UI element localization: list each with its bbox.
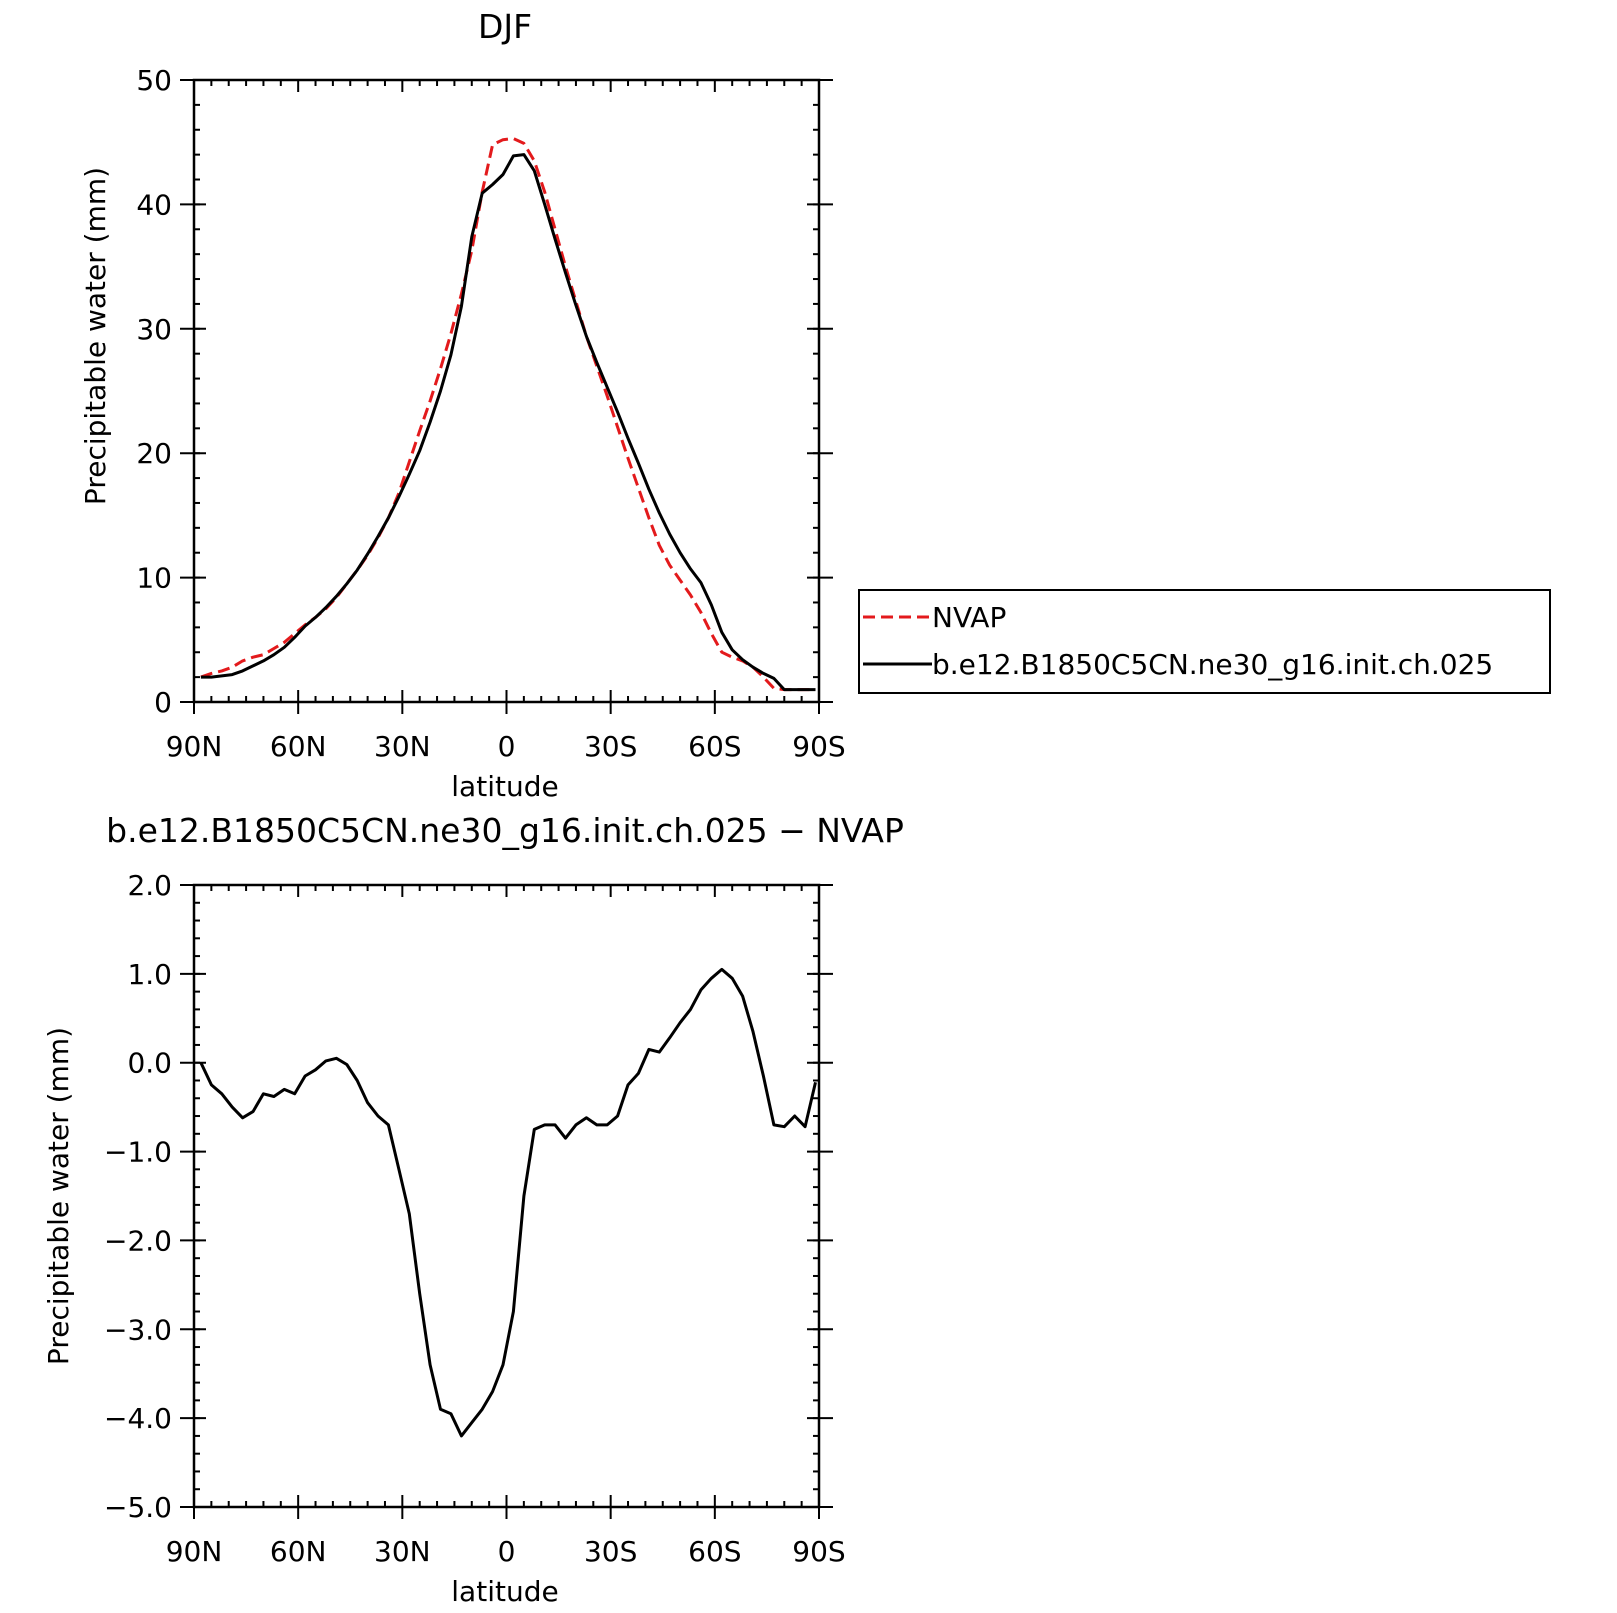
x-tick-label: 30N bbox=[374, 1535, 431, 1568]
bottom-x-axis-label: latitude bbox=[451, 1575, 558, 1608]
y-tick-label: 40 bbox=[136, 188, 172, 221]
x-tick-label: 0 bbox=[498, 1535, 516, 1568]
bottom-plot-frame bbox=[192, 883, 821, 1509]
y-tick-label: 20 bbox=[136, 437, 172, 470]
x-tick-label: 30S bbox=[584, 1535, 637, 1568]
y-tick-label: −5.0 bbox=[104, 1491, 172, 1524]
x-tick-label: 60N bbox=[270, 1535, 327, 1568]
y-tick-label: −3.0 bbox=[104, 1313, 172, 1346]
x-tick-label: 30N bbox=[374, 730, 431, 763]
series-line-difference bbox=[199, 967, 817, 1438]
bottom-panel: b.e12.B1850C5CN.ne30_g16.init.ch.025 − N… bbox=[42, 811, 904, 1608]
legend-box bbox=[858, 589, 1551, 694]
x-tick-label: 90S bbox=[792, 730, 845, 763]
y-tick-label: 0.0 bbox=[127, 1047, 172, 1080]
bottom-series-lines bbox=[199, 967, 817, 1438]
series-line-b-e12-b1850c5cn-ne30-g16-init-ch-025 bbox=[200, 153, 816, 692]
x-tick-label: 30S bbox=[584, 730, 637, 763]
x-tick-label: 60S bbox=[688, 1535, 741, 1568]
top-panel: DJF 90N 60N 30N 0 30S 60S 90S 0 10 20 30 40 50 lati… bbox=[79, 7, 846, 803]
legend: NVAP b.e12.B1850C5CN.ne30_g16.init.ch.02… bbox=[858, 589, 1551, 694]
bottom-x-axis: 90N 60N 30N 0 30S 60S 90S bbox=[166, 885, 846, 1568]
top-series-lines bbox=[200, 137, 816, 692]
y-tick-label: 30 bbox=[136, 313, 172, 346]
top-x-axis: 90N 60N 30N 0 30S 60S 90S bbox=[166, 80, 846, 763]
y-tick-label: −2.0 bbox=[104, 1224, 172, 1257]
y-tick-label: 50 bbox=[136, 64, 172, 97]
x-tick-label: 90N bbox=[166, 730, 223, 763]
y-tick-label: −4.0 bbox=[104, 1402, 172, 1435]
y-tick-label: 10 bbox=[136, 562, 172, 595]
x-tick-label: 60N bbox=[270, 730, 327, 763]
legend-label-model: b.e12.B1850C5CN.ne30_g16.init.ch.025 bbox=[932, 648, 1493, 681]
x-tick-label: 90N bbox=[166, 1535, 223, 1568]
bottom-y-axis-label: Precipitable water (mm) bbox=[42, 1027, 75, 1365]
top-x-axis-label: latitude bbox=[451, 770, 558, 803]
bottom-chart-title: b.e12.B1850C5CN.ne30_g16.init.ch.025 − N… bbox=[106, 811, 904, 850]
y-tick-label: −1.0 bbox=[104, 1136, 172, 1169]
series-line-nvap bbox=[200, 137, 816, 692]
x-tick-label: 60S bbox=[688, 730, 741, 763]
top-y-axis: 0 10 20 30 40 50 bbox=[136, 64, 833, 719]
y-tick-label: 0 bbox=[154, 686, 172, 719]
top-plot-frame bbox=[192, 78, 821, 704]
top-chart-title: DJF bbox=[478, 7, 532, 46]
y-tick-label: 1.0 bbox=[127, 958, 172, 991]
legend-label-nvap: NVAP bbox=[932, 601, 1006, 634]
x-tick-label: 90S bbox=[792, 1535, 845, 1568]
y-tick-label: 2.0 bbox=[127, 869, 172, 902]
x-tick-label: 0 bbox=[498, 730, 516, 763]
top-y-axis-label: Precipitable water (mm) bbox=[79, 167, 112, 505]
bottom-y-axis: 2.0 1.0 0.0 −1.0 −2.0 −3.0 −4.0 −5.0 bbox=[104, 869, 833, 1524]
